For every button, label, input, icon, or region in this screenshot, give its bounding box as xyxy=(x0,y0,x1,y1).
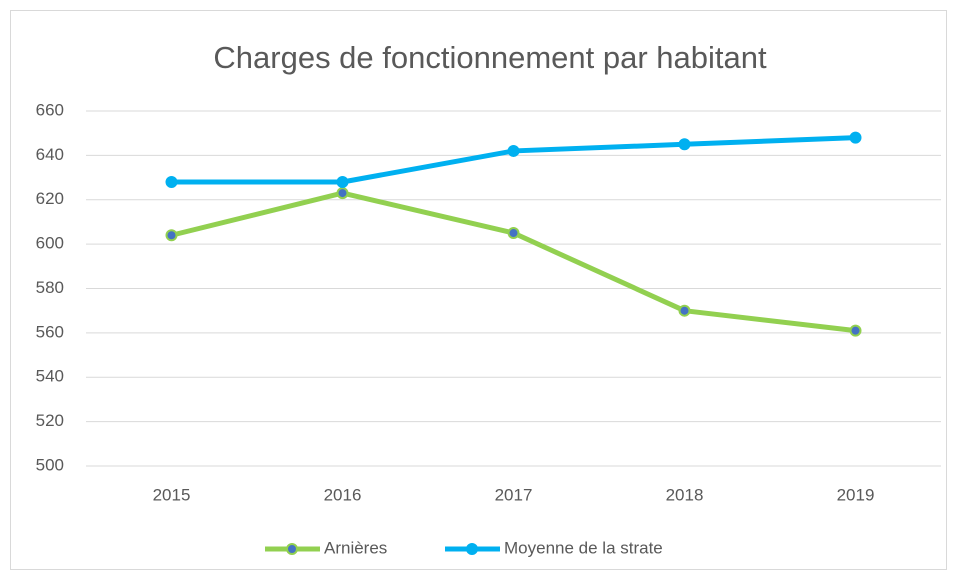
y-tick-label: 520 xyxy=(36,411,64,430)
y-tick-label: 580 xyxy=(36,278,64,297)
chart-border xyxy=(10,10,947,570)
legend-marker xyxy=(286,543,298,555)
x-tick-label: 2017 xyxy=(495,485,533,504)
data-point xyxy=(849,131,862,144)
data-point xyxy=(507,227,520,240)
legend-marker xyxy=(466,543,478,555)
y-tick-label: 640 xyxy=(36,145,64,164)
y-tick-label: 500 xyxy=(36,455,64,474)
data-point xyxy=(678,304,691,317)
x-tick-label: 2018 xyxy=(666,485,704,504)
y-tick-label: 560 xyxy=(36,322,64,341)
data-point xyxy=(678,138,691,151)
data-point xyxy=(165,229,178,242)
x-tick-label: 2015 xyxy=(153,485,191,504)
legend-label: Moyenne de la strate xyxy=(504,538,663,557)
y-tick-label: 600 xyxy=(36,234,64,253)
y-tick-label: 660 xyxy=(36,100,64,119)
data-point xyxy=(336,176,349,188)
legend-label: Arnières xyxy=(324,538,387,557)
x-tick-label: 2019 xyxy=(837,485,875,504)
y-tick-label: 540 xyxy=(36,367,64,386)
chart-title: Charges de fonctionnement par habitant xyxy=(213,40,767,75)
data-point xyxy=(336,187,349,200)
y-tick-label: 620 xyxy=(36,189,64,208)
x-tick-label: 2016 xyxy=(324,485,362,504)
data-point xyxy=(849,324,862,337)
data-point xyxy=(165,176,178,188)
data-point xyxy=(507,144,520,157)
